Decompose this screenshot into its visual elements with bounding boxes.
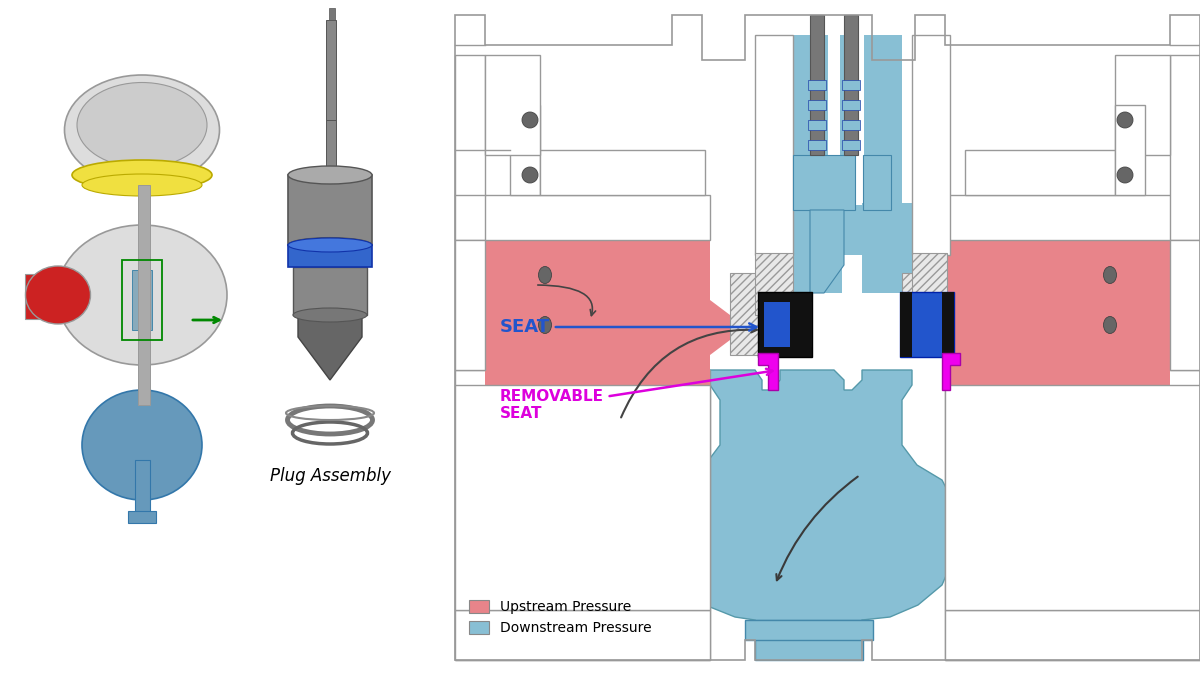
FancyBboxPatch shape: [329, 8, 335, 20]
FancyBboxPatch shape: [755, 35, 793, 255]
FancyBboxPatch shape: [25, 274, 59, 319]
FancyBboxPatch shape: [844, 15, 858, 155]
Ellipse shape: [58, 225, 227, 365]
FancyBboxPatch shape: [842, 100, 860, 110]
Ellipse shape: [288, 166, 372, 184]
FancyBboxPatch shape: [808, 140, 826, 150]
FancyBboxPatch shape: [808, 100, 826, 110]
FancyBboxPatch shape: [764, 302, 796, 347]
Ellipse shape: [25, 266, 90, 324]
FancyBboxPatch shape: [455, 385, 710, 610]
Ellipse shape: [539, 317, 552, 333]
FancyBboxPatch shape: [455, 195, 710, 240]
FancyBboxPatch shape: [828, 35, 840, 255]
FancyBboxPatch shape: [755, 253, 793, 315]
Polygon shape: [758, 353, 778, 390]
FancyBboxPatch shape: [946, 610, 1200, 660]
FancyBboxPatch shape: [810, 15, 824, 155]
FancyBboxPatch shape: [946, 370, 1200, 660]
FancyBboxPatch shape: [900, 292, 954, 357]
FancyBboxPatch shape: [1115, 55, 1170, 155]
FancyBboxPatch shape: [1170, 240, 1200, 370]
FancyBboxPatch shape: [852, 35, 864, 255]
FancyBboxPatch shape: [455, 370, 710, 660]
FancyBboxPatch shape: [912, 35, 950, 255]
FancyBboxPatch shape: [902, 273, 930, 355]
Ellipse shape: [82, 390, 202, 500]
FancyBboxPatch shape: [792, 203, 842, 293]
Ellipse shape: [539, 267, 552, 284]
FancyBboxPatch shape: [792, 35, 830, 255]
Polygon shape: [455, 195, 730, 370]
FancyBboxPatch shape: [128, 511, 156, 523]
FancyBboxPatch shape: [455, 55, 485, 240]
FancyBboxPatch shape: [293, 267, 367, 315]
Polygon shape: [810, 210, 844, 293]
FancyBboxPatch shape: [792, 205, 902, 255]
FancyBboxPatch shape: [758, 292, 812, 357]
FancyBboxPatch shape: [862, 203, 912, 293]
FancyBboxPatch shape: [793, 155, 854, 210]
FancyBboxPatch shape: [842, 80, 860, 90]
FancyBboxPatch shape: [326, 120, 336, 175]
Ellipse shape: [522, 167, 538, 183]
FancyBboxPatch shape: [946, 340, 1170, 385]
Text: Plug Assembly: Plug Assembly: [270, 467, 390, 485]
Text: REMOVABLE
SEAT: REMOVABLE SEAT: [500, 369, 773, 421]
Ellipse shape: [77, 82, 208, 167]
FancyBboxPatch shape: [138, 185, 150, 405]
FancyBboxPatch shape: [450, 10, 1200, 665]
FancyBboxPatch shape: [132, 270, 152, 330]
FancyBboxPatch shape: [510, 105, 540, 195]
FancyBboxPatch shape: [942, 292, 954, 357]
Ellipse shape: [288, 238, 372, 252]
FancyBboxPatch shape: [455, 610, 710, 660]
FancyBboxPatch shape: [1170, 55, 1200, 240]
FancyBboxPatch shape: [485, 55, 540, 155]
FancyBboxPatch shape: [288, 175, 372, 245]
FancyBboxPatch shape: [808, 120, 826, 130]
FancyBboxPatch shape: [946, 385, 1200, 610]
Ellipse shape: [1117, 167, 1133, 183]
FancyBboxPatch shape: [730, 273, 758, 355]
FancyBboxPatch shape: [125, 125, 160, 190]
FancyBboxPatch shape: [755, 620, 863, 660]
FancyBboxPatch shape: [864, 35, 902, 255]
Ellipse shape: [1104, 317, 1116, 333]
FancyBboxPatch shape: [790, 302, 812, 347]
Text: SEAT: SEAT: [500, 318, 756, 336]
Ellipse shape: [82, 174, 202, 196]
Polygon shape: [925, 195, 1200, 370]
FancyBboxPatch shape: [965, 150, 1115, 195]
Ellipse shape: [65, 75, 220, 185]
FancyBboxPatch shape: [540, 150, 706, 195]
Ellipse shape: [1117, 112, 1133, 128]
FancyBboxPatch shape: [808, 80, 826, 90]
FancyBboxPatch shape: [842, 120, 860, 130]
FancyBboxPatch shape: [946, 195, 1200, 240]
FancyBboxPatch shape: [326, 20, 336, 120]
Ellipse shape: [293, 308, 367, 322]
Polygon shape: [942, 353, 960, 390]
Legend: Upstream Pressure, Downstream Pressure: Upstream Pressure, Downstream Pressure: [463, 594, 658, 641]
FancyBboxPatch shape: [840, 35, 852, 255]
FancyBboxPatch shape: [863, 155, 890, 210]
Ellipse shape: [522, 112, 538, 128]
FancyBboxPatch shape: [134, 460, 150, 515]
Ellipse shape: [288, 238, 372, 252]
FancyBboxPatch shape: [745, 620, 874, 640]
FancyBboxPatch shape: [900, 292, 912, 357]
FancyBboxPatch shape: [1115, 105, 1145, 195]
FancyBboxPatch shape: [485, 340, 710, 385]
FancyBboxPatch shape: [288, 245, 372, 267]
Polygon shape: [298, 315, 362, 380]
Ellipse shape: [72, 160, 212, 190]
Polygon shape: [665, 370, 955, 640]
FancyBboxPatch shape: [455, 240, 485, 370]
FancyBboxPatch shape: [912, 253, 947, 315]
FancyBboxPatch shape: [842, 140, 860, 150]
Ellipse shape: [1104, 267, 1116, 284]
